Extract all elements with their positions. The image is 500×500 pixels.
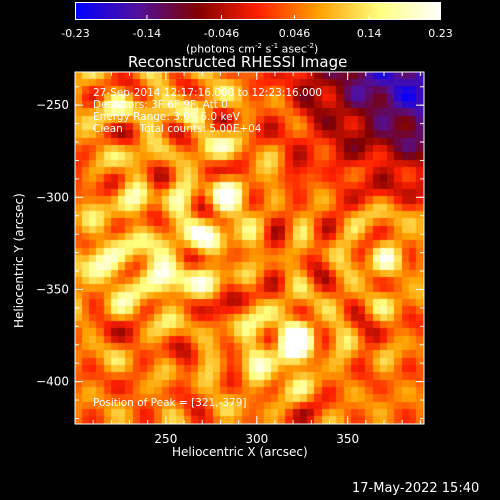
peak-position: Position of Peak = [321,-379] — [93, 397, 247, 409]
chart-title: Reconstructed RHESSI Image — [128, 53, 348, 71]
colorbar-tick-label: -0.23 — [61, 27, 90, 40]
y-tick-label: −250 — [36, 98, 69, 112]
detectors-info: Detectors: 3F 6F 9F, Att 0 — [93, 99, 228, 111]
x-tick-label: 250 — [154, 432, 177, 446]
colorbar — [75, 2, 441, 20]
colorbar-tick-label: -0.046 — [203, 27, 240, 40]
x-tick-label: 350 — [336, 432, 359, 446]
x-axis-label: Heliocentric X (arcsec) — [172, 445, 308, 459]
x-tick-label: 300 — [245, 432, 268, 446]
colorbar-unit-label: (photons cm-2 s-1 asec-2) — [186, 42, 319, 56]
colorbar-tick-label: 0.046 — [278, 27, 311, 40]
clean-counts: Clean Total counts: 5.00E+04 — [93, 123, 262, 135]
y-tick-label: −400 — [36, 375, 69, 389]
y-axis-label: Heliocentric Y (arcsec) — [12, 193, 26, 328]
observation-time: 27-Sep-2014 12:17:16.000 to 12:23:16.000 — [93, 87, 323, 99]
colorbar-tick-label: -0.14 — [132, 27, 162, 40]
y-tick-label: −300 — [36, 190, 69, 204]
plot-frame — [74, 71, 425, 425]
colorbar-tick-label: 0.14 — [356, 27, 382, 40]
timestamp: 17-May-2022 15:40 — [352, 481, 480, 496]
colorbar-gradient — [75, 2, 441, 20]
y-tick-label: −350 — [36, 282, 69, 296]
heatmap-image — [75, 72, 424, 424]
colorbar-tick-label: 0.23 — [428, 27, 453, 40]
energy-range: Energy Range: 3.0 - 6.0 keV — [93, 111, 240, 123]
